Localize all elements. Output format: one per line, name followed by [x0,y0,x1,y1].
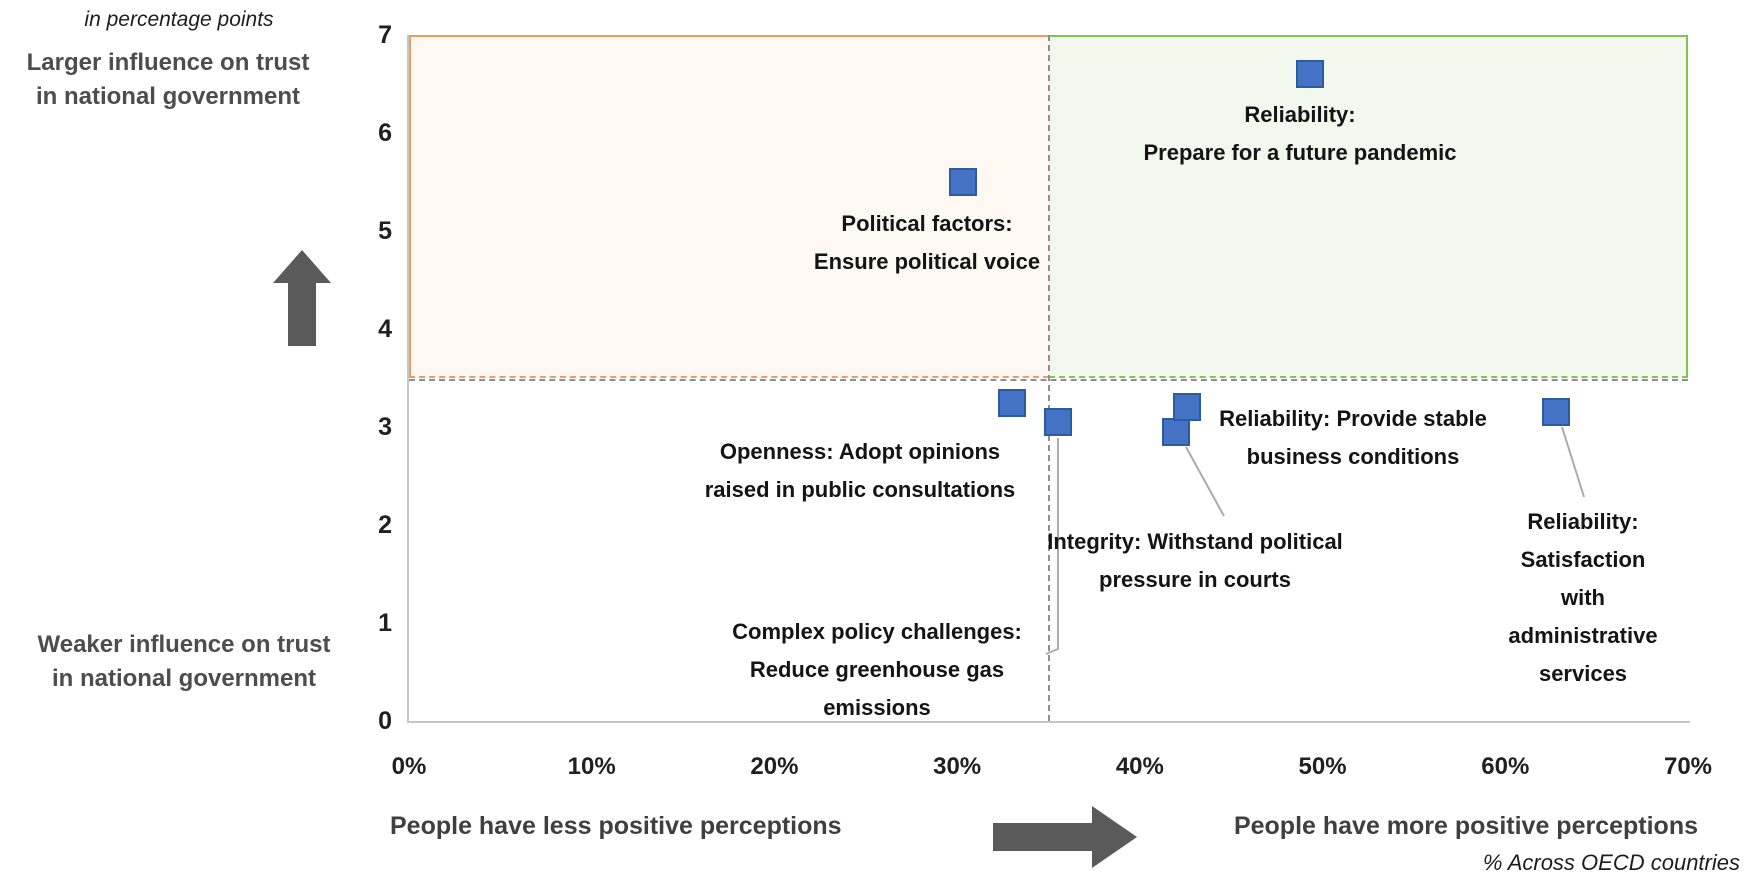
x-tick-20%: 20% [750,753,799,780]
plot-area [407,35,1690,723]
data-point-label-admin: Reliability: Satisfaction with administr… [1508,509,1658,686]
data-point-political [948,168,977,196]
data-point-integrity [1162,417,1191,446]
x-tick-70%: 70% [1663,753,1713,780]
x-tick-40%: 40% [1115,753,1164,780]
x-tick-0%: 0% [391,753,427,780]
y-tick-5: 5 [378,217,392,245]
quadrant-more-positive [1048,35,1688,378]
data-point-label-openness: Openness: Adopt opinions raised in publi… [704,439,1016,502]
quadrant-less-positive [409,35,1049,378]
x-tick-10%: 10% [567,753,616,780]
data-point-complex [1043,408,1072,437]
y-tick-3: 3 [378,413,392,441]
y-axis-caption-bottom: Weaker influence on trust in national go… [37,631,331,692]
data-point-label-complex: Complex policy challenges: Reduce greenh… [732,619,1022,720]
data-point-stable [1173,393,1202,422]
data-point-label-integrity: Integrity: Withstand political pressure … [1047,529,1343,592]
y-tick-2: 2 [378,511,392,539]
y-tick-6: 6 [378,119,392,147]
y-tick-0: 0 [378,707,392,735]
data-point-label-pandemic: Reliability: Prepare for a future pandem… [1143,102,1457,165]
data-point-pandemic [1295,60,1324,89]
y-tick-7: 7 [378,21,392,49]
y-tick-1: 1 [378,609,392,637]
y-tick-4: 4 [378,315,392,343]
x-axis-caption-left: People have less positive perceptions [390,812,842,840]
data-point-admin [1542,398,1571,427]
x-axis-caption-right: People have more positive perceptions [1233,812,1698,840]
data-point-label-stable: Reliability: Provide stable business con… [1219,406,1487,469]
data-point-label-political: Political factors: Ensure political voic… [813,211,1041,274]
y-axis-unit-note: in percentage points [84,8,274,31]
x-tick-50%: 50% [1298,753,1347,780]
x-axis-unit-note: % Across OECD countries [1482,850,1740,875]
x-tick-60%: 60% [1481,753,1530,780]
reference-line-vertical [1047,35,1050,721]
data-point-openness [997,388,1026,417]
x-tick-30%: 30% [933,753,982,780]
y-axis-caption-top: Larger influence on trust in national go… [26,49,310,110]
